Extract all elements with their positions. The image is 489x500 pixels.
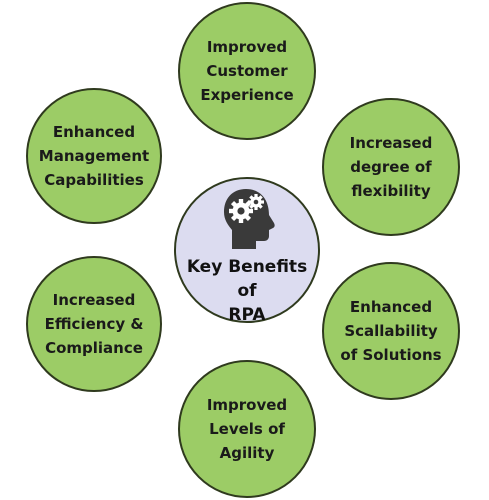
benefit-label: Enhanced Scallability of Solutions — [340, 298, 442, 364]
benefit-circle-customer-experience: Improved Customer Experience — [178, 2, 316, 140]
benefit-label: Improved Levels of Agility — [206, 396, 288, 462]
benefit-circle-flexibility: Increased degree of flexibility — [322, 98, 460, 236]
benefit-circle-agility: Improved Levels of Agility — [178, 360, 316, 498]
benefit-label: Increased Efficiency & Compliance — [44, 291, 144, 357]
benefit-circle-efficiency-compliance: Increased Efficiency & Compliance — [26, 256, 162, 392]
center-hub: Key Benefits of RPA — [174, 177, 320, 325]
head-with-gears-icon — [224, 189, 275, 249]
center-title: Key Benefits of RPA — [186, 257, 308, 325]
benefit-label: Enhanced Management Capabilities — [38, 123, 150, 189]
benefit-label: Improved Customer Experience — [200, 38, 294, 104]
benefit-circle-management-capabilities: Enhanced Management Capabilities — [26, 88, 162, 224]
benefit-circle-scalability: Enhanced Scallability of Solutions — [322, 262, 460, 400]
benefit-label: Increased degree of flexibility — [349, 134, 433, 200]
